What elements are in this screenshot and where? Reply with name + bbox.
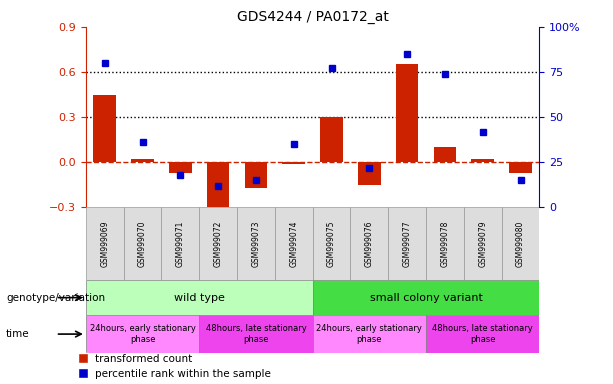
- Bar: [161, 207, 199, 280]
- Text: GSM999079: GSM999079: [478, 220, 487, 267]
- Text: wild type: wild type: [174, 293, 224, 303]
- Bar: [169, 162, 192, 173]
- Bar: [86, 315, 199, 353]
- Bar: [93, 94, 116, 162]
- Text: small colony variant: small colony variant: [370, 293, 482, 303]
- Text: GSM999080: GSM999080: [516, 221, 525, 267]
- Bar: [207, 162, 229, 217]
- Bar: [501, 207, 539, 280]
- Bar: [86, 280, 313, 315]
- Bar: [86, 207, 124, 280]
- Bar: [426, 315, 539, 353]
- Text: GSM999078: GSM999078: [440, 221, 449, 267]
- Text: GSM999069: GSM999069: [100, 220, 109, 267]
- Bar: [313, 280, 539, 315]
- Bar: [283, 162, 305, 164]
- Text: GSM999077: GSM999077: [403, 220, 412, 267]
- Bar: [509, 162, 532, 173]
- Text: GSM999071: GSM999071: [176, 221, 185, 267]
- Text: 24hours, early stationary
phase: 24hours, early stationary phase: [316, 324, 422, 344]
- Text: GSM999075: GSM999075: [327, 220, 336, 267]
- Text: GSM999074: GSM999074: [289, 220, 299, 267]
- Bar: [245, 162, 267, 188]
- Bar: [199, 207, 237, 280]
- Text: genotype/variation: genotype/variation: [6, 293, 105, 303]
- Bar: [388, 207, 426, 280]
- Bar: [471, 159, 494, 162]
- Bar: [131, 159, 154, 162]
- Bar: [124, 207, 161, 280]
- Text: GSM999070: GSM999070: [138, 220, 147, 267]
- Bar: [396, 65, 419, 162]
- Bar: [320, 117, 343, 162]
- Bar: [464, 207, 501, 280]
- Text: GSM999073: GSM999073: [251, 220, 261, 267]
- Bar: [426, 207, 464, 280]
- Text: GSM999072: GSM999072: [213, 221, 223, 267]
- Text: 48hours, late stationary
phase: 48hours, late stationary phase: [432, 324, 533, 344]
- Text: GSM999076: GSM999076: [365, 220, 374, 267]
- Title: GDS4244 / PA0172_at: GDS4244 / PA0172_at: [237, 10, 389, 25]
- Text: 48hours, late stationary
phase: 48hours, late stationary phase: [205, 324, 306, 344]
- Legend: transformed count, percentile rank within the sample: transformed count, percentile rank withi…: [78, 354, 272, 379]
- Bar: [313, 315, 426, 353]
- Bar: [358, 162, 381, 185]
- Text: 24hours, early stationary
phase: 24hours, early stationary phase: [89, 324, 196, 344]
- Bar: [275, 207, 313, 280]
- Bar: [433, 147, 456, 162]
- Bar: [351, 207, 388, 280]
- Bar: [199, 315, 313, 353]
- Bar: [237, 207, 275, 280]
- Bar: [313, 207, 351, 280]
- Text: time: time: [6, 329, 30, 339]
